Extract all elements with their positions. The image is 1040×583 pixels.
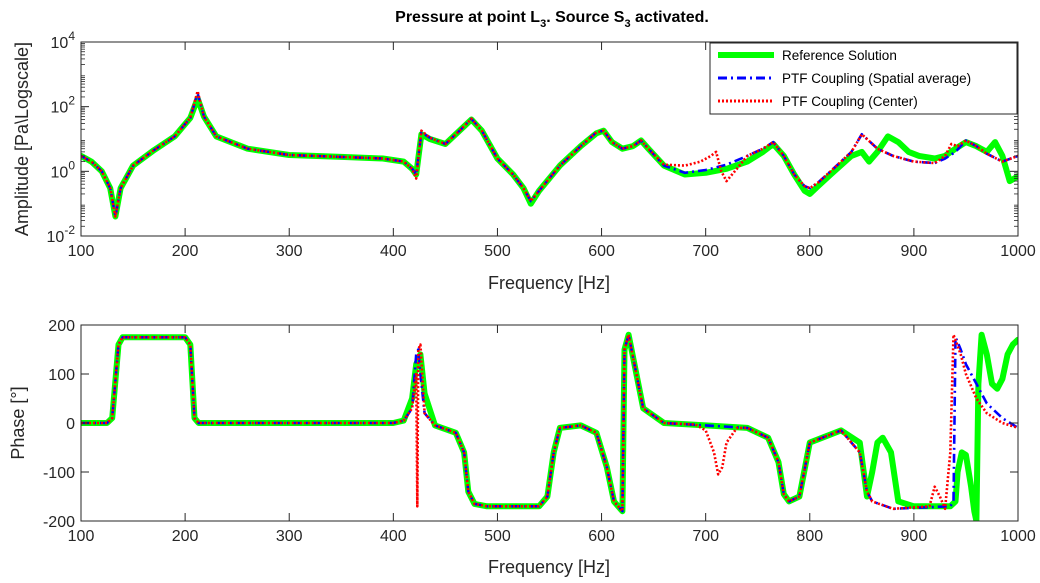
x-tick-label: 1000 [1000,528,1036,545]
phase-x-label: Frequency [Hz] [488,557,610,577]
x-tick-label: 100 [68,243,95,260]
amplitude-x-label: Frequency [Hz] [488,273,610,293]
y-tick-label: 0 [66,416,75,433]
y-tick-label: 200 [48,318,75,335]
title-sub-2: 3 [624,18,630,30]
legend-label-reference: Reference Solution [782,48,897,63]
amplitude-series-group [81,89,1018,220]
x-tick-label: 500 [484,243,511,260]
phase-x-ticks: 100 200 300 400 500 600 700 800 900 1000 [68,325,1036,545]
y-tick-label: -200 [43,514,75,531]
legend: Reference Solution PTF Coupling (Spatial… [709,42,1018,115]
x-tick-label: 800 [796,528,823,545]
legend-label-spatial-average: PTF Coupling (Spatial average) [782,71,971,86]
y-tick-label: 104 [51,29,76,52]
y-tick-label: -100 [43,465,75,482]
phase-panel: 100 200 300 400 500 600 700 800 900 1000 -200-100… [8,318,1036,577]
x-tick-label: 700 [692,528,719,545]
phase-y-label: Phase [°] [8,386,28,459]
x-tick-label: 300 [276,528,303,545]
title-main: Pressure at point L [395,9,540,26]
phase-series-group [81,331,1018,521]
y-tick-label: 10-2 [47,223,76,246]
legend-label-center: PTF Coupling (Center) [782,94,918,109]
x-tick-label: 100 [68,528,95,545]
title-mid: . Source S [546,9,625,26]
amplitude-y-label: Amplitude [Pa\Logscale] [12,42,32,236]
x-tick-label: 800 [796,243,823,260]
title-end: activated. [631,9,709,26]
y-tick-label: 100 [48,367,75,384]
title-sub-1: 3 [540,18,546,30]
amplitude-axes-box [80,41,1019,237]
x-tick-label: 200 [172,528,199,545]
amplitude-x-ticks: 100 200 300 400 500 600 700 800 900 1000 [68,42,1036,260]
phase-y-ticks: -200 -100 0 100 200 [43,318,1018,531]
amplitude-series-2 [81,89,1018,218]
x-tick-label: 400 [380,528,407,545]
x-tick-label: 200 [172,243,199,260]
x-tick-label: 300 [276,243,303,260]
x-tick-label: 900 [901,243,928,260]
y-tick-label: 102 [51,94,76,117]
x-tick-label: 600 [588,243,615,260]
x-tick-label: 1000 [1000,243,1036,260]
amplitude-panel: 100 200 300 400 500 600 700 800 900 1000 10-21001… [12,29,1036,293]
chart-title: Pressure at point L3. Source S3 activate… [395,9,709,30]
x-tick-label: 700 [692,243,719,260]
x-tick-label: 600 [588,528,615,545]
y-tick-label: 100 [51,158,76,181]
x-tick-label: 400 [380,243,407,260]
x-tick-label: 500 [484,528,511,545]
x-tick-label: 900 [901,528,928,545]
